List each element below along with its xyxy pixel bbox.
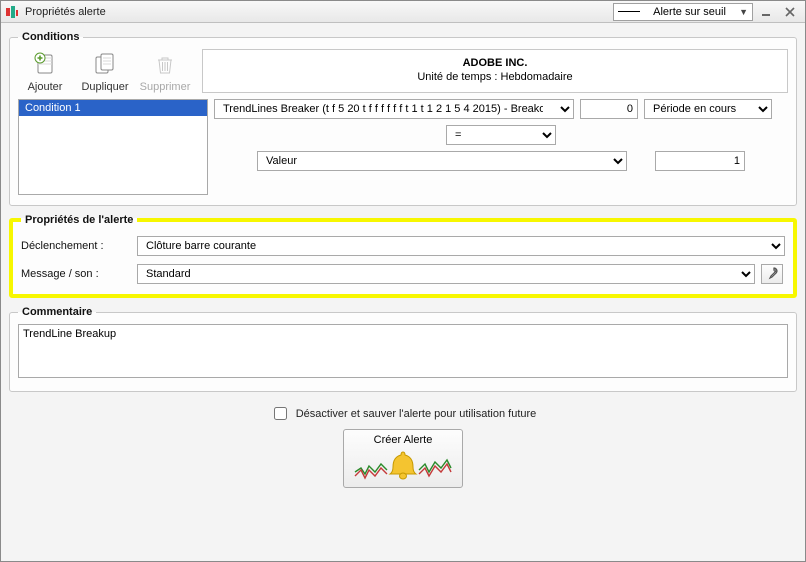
chevron-down-icon: ▼ bbox=[739, 7, 748, 17]
message-label: Message / son : bbox=[21, 268, 131, 280]
trash-icon bbox=[151, 51, 179, 79]
instrument-name: ADOBE INC. bbox=[207, 56, 783, 70]
period-select[interactable]: Période en cours bbox=[644, 99, 772, 119]
duplicate-label: Dupliquer bbox=[81, 81, 128, 93]
minimize-button[interactable] bbox=[755, 3, 777, 21]
create-alert-label: Créer Alerte bbox=[374, 434, 433, 446]
wrench-icon bbox=[765, 266, 779, 283]
add-page-icon bbox=[31, 51, 59, 79]
add-label: Ajouter bbox=[28, 81, 63, 93]
alert-mode-label: Alerte sur seuil bbox=[653, 6, 726, 18]
create-alert-button[interactable]: Créer Alerte bbox=[343, 429, 463, 488]
delete-condition-button: Supprimer bbox=[140, 51, 190, 93]
message-settings-button[interactable] bbox=[761, 264, 783, 284]
app-icon bbox=[5, 5, 19, 19]
close-button[interactable] bbox=[779, 3, 801, 21]
comment-fieldset: Commentaire bbox=[9, 306, 797, 392]
condition-item[interactable]: Condition 1 bbox=[19, 100, 207, 116]
footer-area: Désactiver et sauver l'alerte pour utili… bbox=[9, 400, 797, 494]
comment-textarea[interactable] bbox=[18, 324, 788, 378]
disable-save-row[interactable]: Désactiver et sauver l'alerte pour utili… bbox=[270, 404, 537, 423]
instrument-panel: ADOBE INC. Unité de temps : Hebdomadaire bbox=[202, 49, 788, 93]
conditions-toolbar: Ajouter Dupliquer bbox=[18, 49, 192, 93]
conditions-legend: Conditions bbox=[18, 31, 83, 43]
indicator-select[interactable]: TrendLines Breaker (t f 5 20 t f f f f f… bbox=[214, 99, 574, 119]
conditions-fieldset: Conditions Ajouter bbox=[9, 31, 797, 206]
indicator-param-input[interactable] bbox=[580, 99, 638, 119]
disable-save-label: Désactiver et sauver l'alerte pour utili… bbox=[296, 408, 537, 420]
add-condition-button[interactable]: Ajouter bbox=[20, 51, 70, 93]
window-title: Propriétés alerte bbox=[25, 6, 613, 18]
alert-properties-legend: Propriétés de l'alerte bbox=[21, 214, 137, 226]
threshold-line-icon bbox=[618, 11, 640, 12]
duplicate-icon bbox=[91, 51, 119, 79]
bell-chart-icon bbox=[353, 448, 453, 485]
condition-params: TrendLines Breaker (t f 5 20 t f f f f f… bbox=[214, 99, 788, 195]
alert-mode-select[interactable]: Alerte sur seuil ▼ bbox=[613, 3, 753, 21]
instrument-timeframe: Unité de temps : Hebdomadaire bbox=[207, 70, 783, 84]
trigger-select[interactable]: Clôture barre courante bbox=[137, 236, 785, 256]
content-area: Conditions Ajouter bbox=[1, 23, 805, 561]
trigger-label: Déclenchement : bbox=[21, 240, 131, 252]
message-select[interactable]: Standard bbox=[137, 264, 755, 284]
comment-legend: Commentaire bbox=[18, 306, 96, 318]
alert-properties-window: Propriétés alerte Alerte sur seuil ▼ Con… bbox=[0, 0, 806, 562]
compare-type-select[interactable]: Valeur bbox=[257, 151, 627, 171]
duplicate-condition-button[interactable]: Dupliquer bbox=[80, 51, 130, 93]
alert-properties-fieldset: Propriétés de l'alerte Déclenchement : C… bbox=[9, 214, 797, 298]
disable-save-checkbox[interactable] bbox=[274, 407, 287, 420]
compare-value-input[interactable] bbox=[655, 151, 745, 171]
conditions-list[interactable]: Condition 1 bbox=[18, 99, 208, 195]
operator-select[interactable]: = bbox=[446, 125, 556, 145]
titlebar: Propriétés alerte Alerte sur seuil ▼ bbox=[1, 1, 805, 23]
delete-label: Supprimer bbox=[140, 81, 191, 93]
